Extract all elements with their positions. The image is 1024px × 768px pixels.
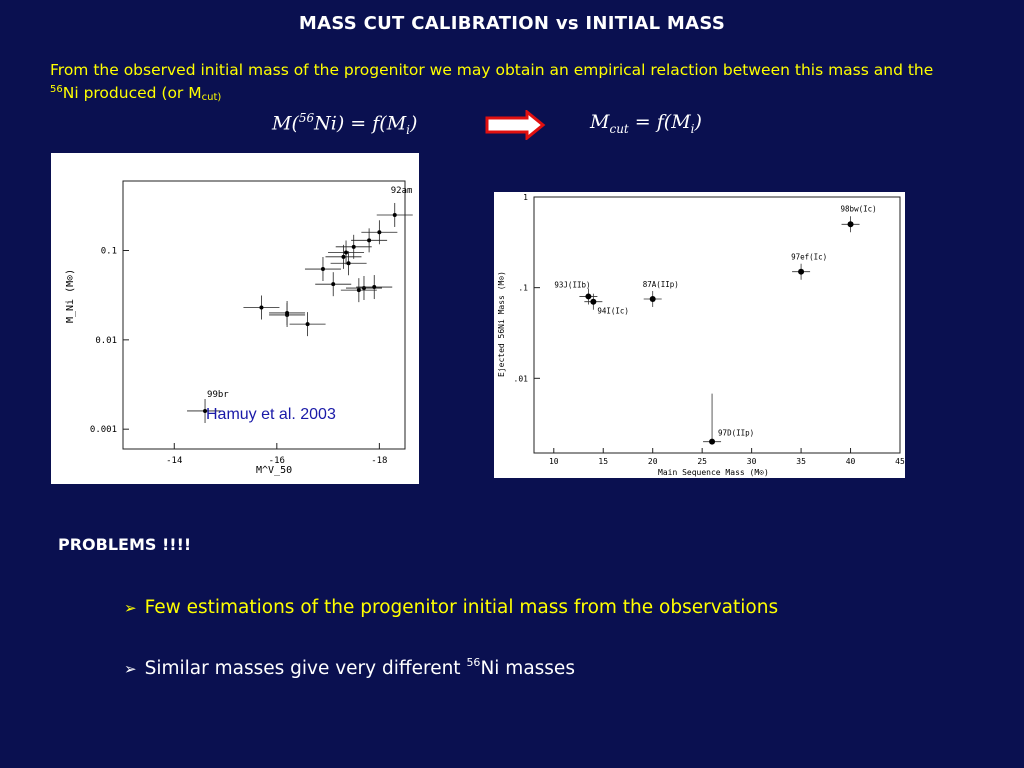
y-tick-label: 0.001: [90, 425, 117, 435]
data-point: [351, 244, 356, 249]
y-tick-label: 0.1: [101, 247, 117, 257]
data-point: [320, 267, 325, 272]
point-label: 93J(IIb): [554, 280, 590, 289]
x-tick-label: -18: [371, 456, 387, 466]
x-tick-label: 15: [598, 457, 608, 466]
point-label: 97D(IIp): [718, 429, 754, 438]
y-axis-label: Ejected 56Ni Mass (M⊙): [497, 271, 506, 377]
intro-text-2: Ni produced (or M: [62, 84, 202, 102]
data-point: [798, 268, 805, 275]
x-tick-label: 25: [697, 457, 707, 466]
y-tick-label: .1: [518, 284, 528, 293]
x-tick-label: 40: [846, 457, 856, 466]
x-tick-label: 30: [747, 457, 757, 466]
data-point: [344, 250, 349, 255]
x-tick-label: -16: [269, 456, 285, 466]
intro-text-1: From the observed initial mass of the pr…: [50, 61, 934, 79]
arrowhead-bullet-icon: ➢: [124, 660, 137, 678]
left-chart-panel: 0.1 0.01 0.001 -14 -16 -18 99br 92am M_Ni (M⊙…: [51, 153, 419, 484]
y-axis-label: M_Ni (M⊙): [65, 269, 76, 323]
x-tick-label: 10: [549, 457, 559, 466]
data-point: [377, 230, 382, 235]
problems-heading: PROBLEMS !!!!: [58, 535, 192, 554]
data-point: [356, 288, 361, 293]
x-tick-label: 20: [648, 457, 658, 466]
data-point: [392, 212, 397, 217]
data-point: [346, 261, 351, 266]
data-point: [285, 310, 290, 315]
intro-paragraph: From the observed initial mass of the pr…: [50, 60, 950, 108]
data-point: [367, 238, 372, 243]
left-scatter-plot: 0.1 0.01 0.001 -14 -16 -18 99br 92am M_Ni (M⊙…: [65, 180, 413, 476]
x-tick-label: 45: [895, 457, 905, 466]
point-label: 94I(Ic): [597, 307, 629, 316]
x-axis-label: M^V_50: [256, 465, 292, 476]
point-label: 92am: [391, 186, 413, 196]
arrowhead-bullet-icon: ➢: [124, 599, 137, 617]
data-point: [203, 408, 208, 413]
right-scatter-plot: 1 .1 .01 10 15 20 25 30 35 40 45 93J(IIb) 94I(Ic) 8…: [497, 193, 905, 477]
right-arrow-icon: [485, 110, 546, 140]
y-tick-label: 0.01: [95, 336, 117, 346]
intro-subscript: cut): [201, 92, 222, 103]
bullet-item-1: ➢ Few estimations of the progenitor initi…: [124, 596, 778, 620]
right-chart-panel: 1 .1 .01 10 15 20 25 30 35 40 45 93J(IIb) 94I(Ic) 8…: [494, 192, 905, 478]
y-tick-label: 1: [523, 193, 528, 202]
x-tick-label: 35: [796, 457, 806, 466]
point-label: 99br: [207, 390, 229, 400]
point-label: 97ef(Ic): [791, 253, 827, 262]
bullet-superscript: 56: [466, 656, 481, 669]
point-label: 87A(IIp): [643, 280, 679, 289]
x-tick-label: -14: [166, 456, 182, 466]
y-tick-label: .01: [514, 374, 529, 383]
bullet-item-2: ➢ Similar masses give very different 56Ni…: [124, 651, 575, 681]
data-point: [305, 322, 310, 327]
intro-superscript: 56: [50, 84, 63, 95]
formula-right: Mcut = f(Mi): [590, 111, 702, 136]
data-point: [847, 221, 854, 228]
bullet-text: Similar masses give very different: [144, 658, 467, 679]
data-point: [341, 254, 346, 259]
data-point: [709, 438, 716, 445]
formula-left: M(56Ni) = f(Mi): [272, 111, 418, 138]
plot-frame: [122, 180, 406, 450]
point-label: 98bw(Ic): [841, 204, 877, 213]
data-point: [372, 285, 377, 290]
bullet-text: Ni masses: [480, 658, 575, 679]
x-axis-label: Main Sequence Mass (M⊙): [658, 468, 769, 477]
citation-caption: Hamuy et al. 2003: [206, 406, 336, 423]
data-point: [259, 305, 264, 310]
data-point: [649, 295, 656, 302]
data-point: [331, 282, 336, 287]
slide-title: MASS CUT CALIBRATION vs INITIAL MASS: [298, 13, 726, 34]
data-point: [585, 293, 592, 300]
data-point: [590, 298, 597, 305]
plot-frame: [533, 196, 901, 454]
bullet-text: Few estimations of the progenitor initia…: [144, 597, 779, 618]
